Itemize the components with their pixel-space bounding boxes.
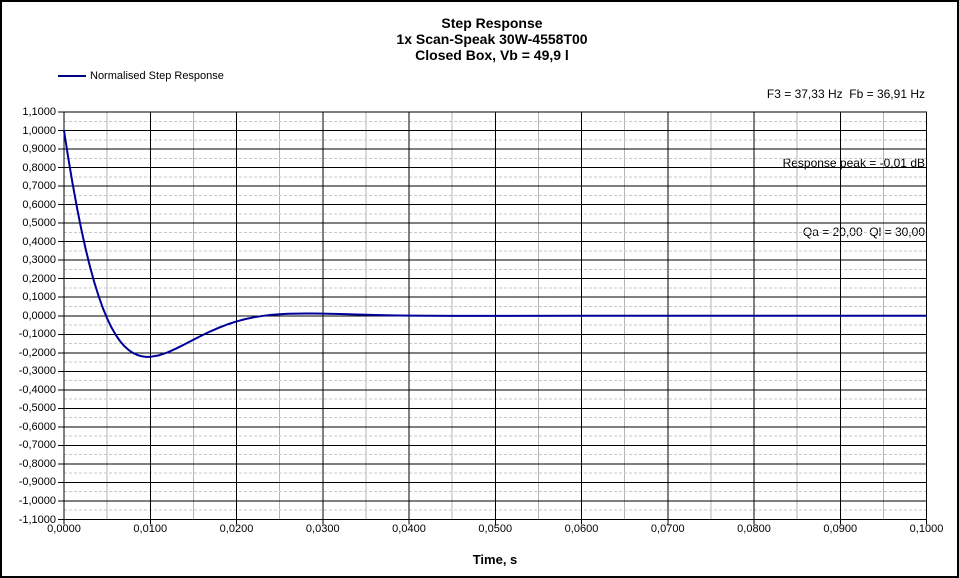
y-tick-label: 0,6000 — [22, 198, 56, 211]
param-response-peak: Response peak = -0,01 dB — [782, 156, 925, 170]
x-tick-label: 0,0500 — [478, 523, 513, 535]
x-tick-label: 0,0900 — [823, 523, 858, 535]
y-tick-label: 0,5000 — [22, 217, 56, 230]
x-tick-label: 0,0300 — [305, 523, 340, 535]
x-tick-label: 0,0100 — [133, 523, 168, 535]
chart-title: Step Response — [441, 15, 543, 31]
y-tick-label: -0,3000 — [18, 365, 56, 378]
y-tick-label: 1,0000 — [22, 124, 56, 137]
x-tick-label: 0,0400 — [392, 523, 426, 535]
y-tick-label: 0,3000 — [22, 254, 56, 267]
y-tick-label: -0,1000 — [18, 328, 56, 341]
y-tick-label: 0,8000 — [22, 161, 56, 174]
x-tick-label: 0,0000 — [47, 523, 81, 535]
y-tick-label: -1,1000 — [18, 513, 56, 526]
y-tick-label: -0,4000 — [18, 383, 56, 396]
x-tick-label: 0,0200 — [219, 523, 254, 535]
chart-title-block: Step Response 1x Scan-Speak 30W-4558T00 … — [152, 15, 832, 63]
y-tick-label: -0,5000 — [18, 402, 56, 415]
chart-subtitle-box: Closed Box, Vb = 49,9 l — [415, 47, 569, 63]
y-tick-label: 0,7000 — [22, 180, 56, 193]
legend: Normalised Step Response — [58, 70, 224, 82]
y-tick-label: -0,2000 — [18, 346, 56, 359]
y-tick-label: -0,6000 — [18, 420, 56, 433]
x-axis-title: Time, s — [472, 552, 518, 567]
x-tick-label: 0,0700 — [650, 523, 685, 535]
legend-line-sample — [58, 75, 86, 77]
y-tick-label: -1,0000 — [18, 494, 56, 507]
y-tick-label: 0,1000 — [22, 291, 56, 304]
y-tick-label: 0,9000 — [22, 143, 56, 156]
param-f3-fb: F3 = 37,33 Hz Fb = 36,91 Hz — [766, 87, 925, 101]
legend-label: Normalised Step Response — [90, 70, 224, 82]
x-tick-label: 0,0600 — [564, 523, 599, 535]
y-tick-label: 0,4000 — [22, 235, 56, 248]
y-tick-label: -0,9000 — [18, 476, 56, 489]
y-tick-label: -0,8000 — [18, 457, 56, 470]
step-response-curve — [63, 130, 927, 358]
chart-subtitle-driver: 1x Scan-Speak 30W-4558T00 — [396, 31, 588, 47]
x-tick-label: 0,1000 — [909, 523, 944, 535]
y-tick-label: -0,7000 — [18, 439, 56, 452]
y-tick-label: 1,1000 — [22, 106, 56, 118]
y-tick-label: 0,0000 — [22, 309, 56, 322]
y-tick-label: 0,2000 — [22, 272, 56, 285]
x-tick-label: 0,0800 — [737, 523, 771, 535]
